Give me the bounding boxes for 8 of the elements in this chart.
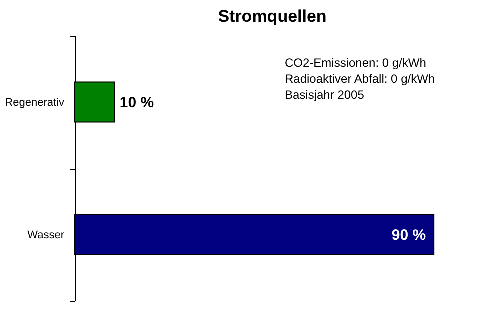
data-label: 90 % [392, 226, 426, 244]
y-tick-label: Regenerativ [5, 96, 65, 109]
chart-title: Stromquellen [218, 7, 327, 26]
annotation: Basisjahr 2005 [285, 88, 365, 102]
y-tick-label: Wasser [28, 229, 65, 242]
data-label: 10 % [120, 94, 154, 112]
annotation: Radioaktiver Abfall: 0 g/kWh [285, 72, 436, 86]
annotation: CO2-Emissionen: 0 g/kWh [285, 56, 426, 70]
